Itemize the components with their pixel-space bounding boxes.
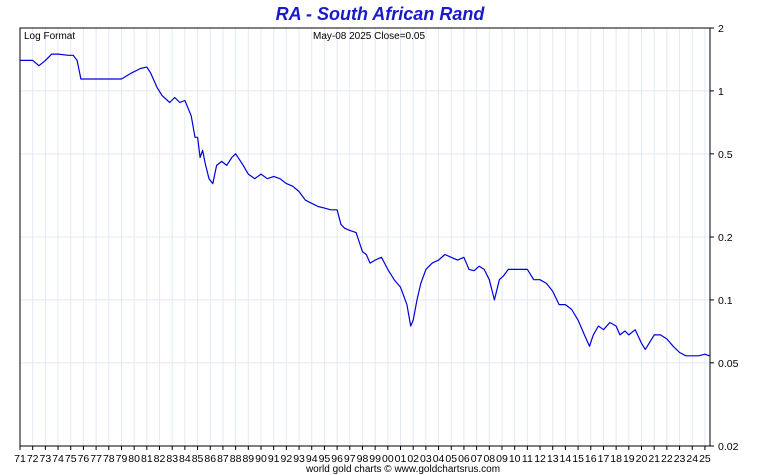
x-tick-label: 72 — [27, 453, 39, 465]
x-tick-label: 84 — [179, 453, 191, 465]
x-tick-label: 12 — [534, 453, 546, 465]
x-tick-label: 14 — [560, 453, 572, 465]
x-tick-label: 82 — [154, 453, 166, 465]
x-tick-label: 20 — [636, 453, 648, 465]
x-tick-label: 87 — [217, 453, 229, 465]
x-tick-label: 99 — [369, 453, 381, 465]
y-tick-label: 0.02 — [718, 441, 739, 453]
footer-credit: world gold charts © www.goldchartsrus.co… — [305, 464, 500, 475]
x-tick-label: 89 — [242, 453, 254, 465]
x-tick-label: 06 — [458, 453, 470, 465]
x-tick-label: 25 — [699, 453, 711, 465]
x-tick-label: 98 — [357, 453, 369, 465]
x-tick-label: 16 — [585, 453, 597, 465]
x-tick-label: 24 — [686, 453, 698, 465]
x-tick-label: 90 — [255, 453, 267, 465]
y-tick-label: 2 — [718, 23, 724, 35]
x-tick-label: 00 — [382, 453, 394, 465]
x-tick-label: 81 — [141, 453, 153, 465]
x-tick-label: 11 — [522, 453, 533, 465]
x-tick-label: 83 — [166, 453, 178, 465]
x-tick-label: 15 — [572, 453, 584, 465]
x-tick-label: 01 — [395, 453, 407, 465]
y-tick-label: 1 — [718, 86, 724, 98]
x-tick-label: 02 — [407, 453, 419, 465]
x-tick-label: 93 — [293, 453, 305, 465]
x-tick-label: 13 — [547, 453, 559, 465]
x-tick-label: 77 — [90, 453, 102, 465]
x-tick-label: 88 — [230, 453, 242, 465]
x-tick-label: 05 — [445, 453, 457, 465]
x-tick-label: 19 — [623, 453, 635, 465]
y-tick-label: 0.1 — [718, 295, 733, 307]
x-tick-label: 86 — [204, 453, 216, 465]
x-tick-label: 03 — [420, 453, 432, 465]
last-value-label: May-08 2025 Close=0.05 — [313, 31, 425, 42]
y-tick-label: 0.05 — [718, 358, 739, 370]
x-tick-label: 71 — [14, 453, 26, 465]
x-tick-label: 91 — [268, 453, 280, 465]
x-tick-label: 78 — [103, 453, 115, 465]
y-axis: 2 1 0.5 0.2 0.1 0.05 0.02 — [710, 23, 739, 453]
scale-label: Log Format — [24, 31, 75, 42]
x-axis: 71 72 73 74 75 76 77 78 79 80 81 82 83 84 85 86 87 88 89 90… — [14, 446, 711, 465]
x-tick-label: 23 — [674, 453, 686, 465]
series-layer — [20, 53, 710, 357]
x-tick-label: 79 — [116, 453, 128, 465]
x-tick-label: 85 — [192, 453, 204, 465]
x-tick-label: 73 — [40, 453, 52, 465]
chart-title: RA - South African Rand — [276, 4, 486, 24]
x-tick-label: 74 — [52, 453, 64, 465]
x-tick-label: 21 — [648, 453, 660, 465]
x-tick-label: 18 — [610, 453, 622, 465]
x-tick-label: 08 — [483, 453, 495, 465]
x-tick-label: 96 — [331, 453, 343, 465]
x-tick-label: 95 — [319, 453, 331, 465]
x-tick-label: 10 — [509, 453, 521, 465]
x-tick-label: 80 — [128, 453, 140, 465]
x-tick-label: 75 — [65, 453, 77, 465]
x-tick-label: 22 — [661, 453, 673, 465]
x-tick-label: 76 — [78, 453, 90, 465]
x-tick-label: 17 — [598, 453, 610, 465]
grid — [19, 27, 710, 447]
x-tick-label: 04 — [433, 453, 445, 465]
x-tick-label: 09 — [496, 453, 508, 465]
y-tick-label: 0.2 — [718, 232, 733, 244]
series-line-0 — [20, 53, 710, 357]
y-tick-label: 0.5 — [718, 149, 733, 161]
x-tick-label: 97 — [344, 453, 356, 465]
x-tick-label: 94 — [306, 453, 318, 465]
x-tick-label: 07 — [471, 453, 483, 465]
x-tick-label: 92 — [281, 453, 293, 465]
